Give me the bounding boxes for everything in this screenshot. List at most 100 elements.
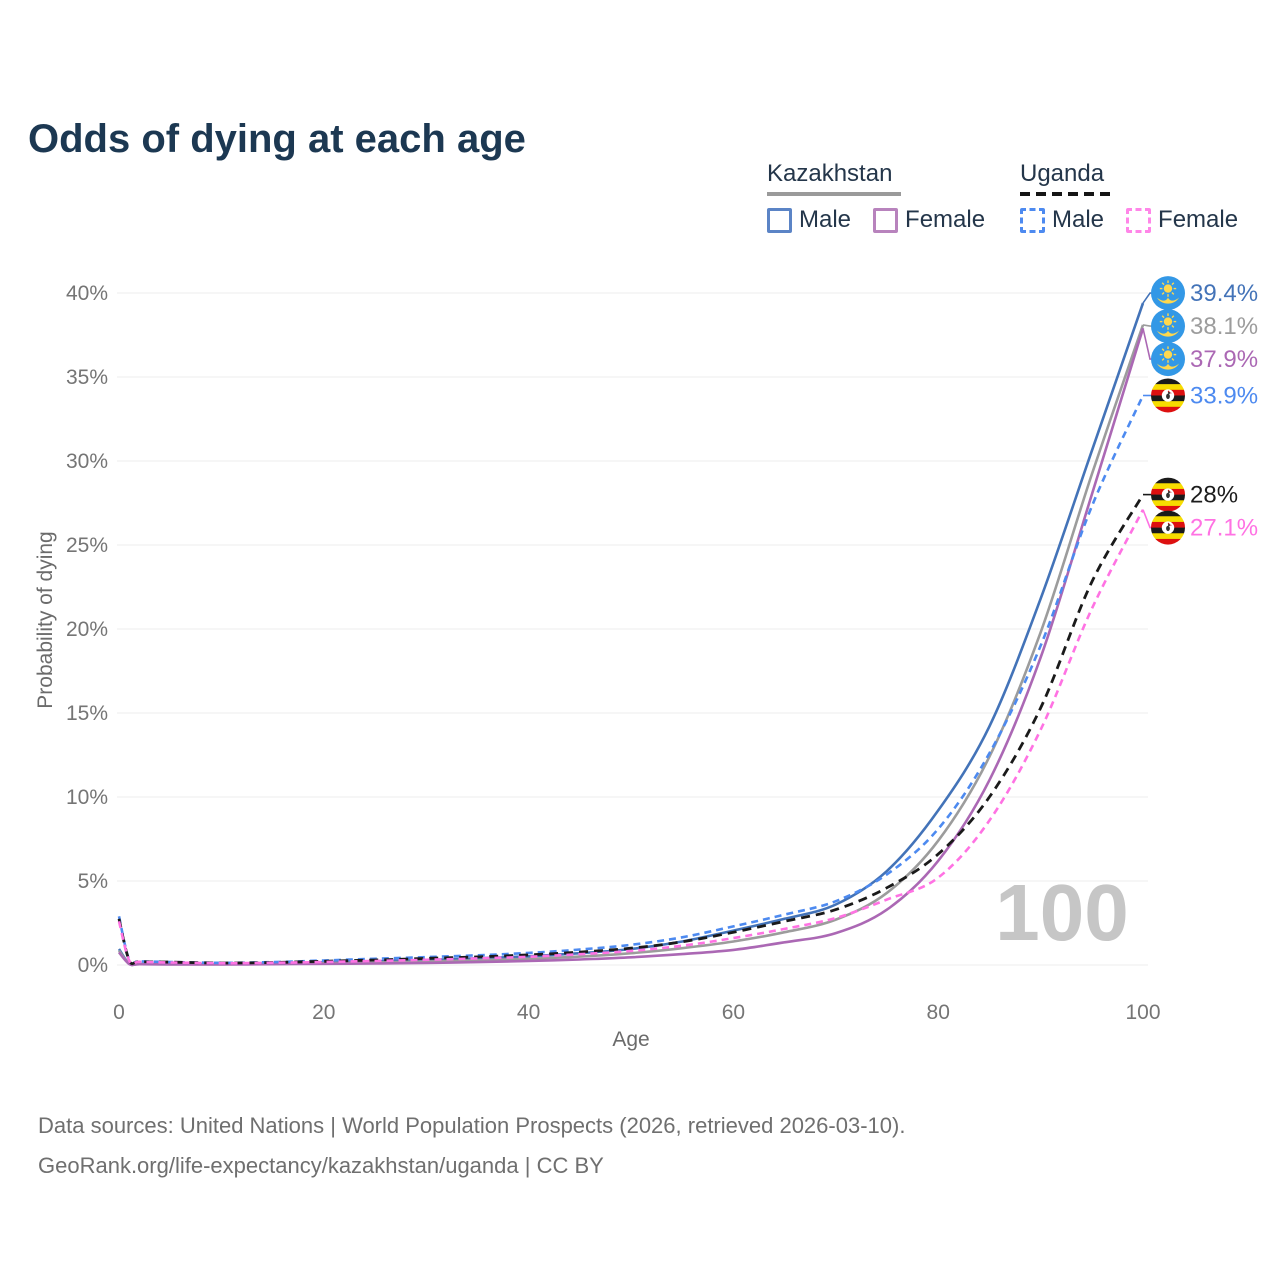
legend-group-uganda: Uganda Male Female <box>1020 160 1238 234</box>
sun-ray <box>1171 325 1175 328</box>
curve-uganda-female[interactable] <box>117 509 1145 966</box>
curve-kazakhstan-total[interactable] <box>117 324 1145 967</box>
sun-icon <box>1163 284 1173 293</box>
x-tick-label: 80 <box>927 1001 950 1024</box>
flag-stripe <box>1151 505 1185 512</box>
end-label-kazakhstan-total: 38.1% <box>1142 309 1258 344</box>
flag-icon-kazakhstan <box>1151 276 1185 311</box>
y-tick-label: 0% <box>78 954 108 977</box>
end-label-value: 37.9% <box>1190 346 1258 373</box>
sun-ray <box>1171 315 1175 319</box>
end-label-value: 28% <box>1190 482 1238 509</box>
flag-stripe <box>1151 384 1185 391</box>
end-label-value: 39.4% <box>1190 280 1258 307</box>
x-tick-label: 60 <box>722 1001 745 1024</box>
crane-icon <box>1166 393 1170 399</box>
uganda-flag-stripes <box>1151 477 1185 512</box>
kazakhstan-flag-circle <box>1151 276 1185 311</box>
flag-icon-uganda <box>1151 378 1185 413</box>
curve-uganda-total[interactable] <box>117 493 1145 966</box>
sun-ray <box>1161 358 1165 361</box>
legend-item-kazakhstan-female[interactable]: Female <box>873 206 985 234</box>
sun-ray <box>1161 348 1165 352</box>
y-tick-label: 30% <box>66 450 108 473</box>
legend-country-kazakhstan: Kazakhstan <box>767 160 893 187</box>
flag-stripe <box>1151 516 1185 523</box>
curve-kazakhstan-female[interactable] <box>117 327 1145 967</box>
end-label-value: 38.1% <box>1190 313 1258 340</box>
y-tick-label: 5% <box>78 870 108 893</box>
legend-item-kazakhstan-male[interactable]: Male <box>767 206 851 234</box>
uganda-female-swatch-icon <box>1126 207 1152 233</box>
flag-stripe <box>1151 477 1185 484</box>
x-tick-label: 20 <box>312 1001 335 1024</box>
y-tick-label: 25% <box>66 534 108 557</box>
crane-beak <box>1169 392 1172 394</box>
flag-icon-kazakhstan <box>1151 309 1185 344</box>
data-sources-line2: GeoRank.org/life-expectancy/kazakhstan/u… <box>38 1153 604 1178</box>
y-tick-label: 40% <box>66 282 108 305</box>
flag-stripe <box>1151 401 1185 408</box>
sun-ray <box>1161 315 1165 319</box>
crane-beak <box>1169 491 1172 493</box>
sun-icon <box>1163 317 1173 326</box>
crane-beak <box>1169 524 1172 526</box>
y-tick-label: 20% <box>66 618 108 641</box>
legend-item-uganda-female[interactable]: Female <box>1126 206 1238 234</box>
crane-head <box>1167 523 1171 527</box>
flag-icon-uganda <box>1151 477 1185 512</box>
flag-stripe <box>1151 406 1185 413</box>
crane-icon <box>1166 525 1170 532</box>
legend-label-uganda-female: Female <box>1158 206 1239 233</box>
sun-ray <box>1171 282 1175 286</box>
curve-kazakhstan-male[interactable] <box>117 302 1145 967</box>
flag-stripe <box>1151 378 1185 385</box>
chart-title: Odds of dying at each age <box>28 116 526 161</box>
uganda-male-swatch-icon <box>1020 207 1045 233</box>
legend-item-uganda-male[interactable]: Male <box>1020 206 1104 234</box>
sun-ray <box>1161 325 1165 328</box>
crane-icon <box>1166 492 1170 499</box>
curve-uganda-male[interactable] <box>117 394 1145 965</box>
end-label-value: 27.1% <box>1190 515 1258 542</box>
flag-icon-uganda <box>1151 510 1185 545</box>
sun-ray <box>1171 348 1175 352</box>
data-sources-line1: Data sources: United Nations | World Pop… <box>38 1113 906 1138</box>
y-axis-title: Probability of dying <box>34 531 57 709</box>
x-tick-label: 40 <box>517 1001 540 1024</box>
y-tick-label: 15% <box>66 702 108 725</box>
kazakhstan-flag-circle <box>1151 309 1185 344</box>
flag-stripe <box>1151 533 1185 540</box>
eagle-icon <box>1157 297 1179 304</box>
eagle-icon <box>1157 330 1179 337</box>
legend-country-uganda: Uganda <box>1020 160 1105 187</box>
x-tick-label: 100 <box>1125 1001 1160 1024</box>
x-tick-label: 0 <box>113 1001 125 1024</box>
end-label-uganda-female: 27.1% <box>1142 509 1258 545</box>
end-labels: 39.4% 38.1% 37.9% 33.9% 28% 27.1% <box>1142 276 1258 545</box>
kazakhstan-male-swatch-icon <box>767 207 792 233</box>
uganda-flag-stripes <box>1151 510 1185 545</box>
end-label-kazakhstan-female: 37.9% <box>1142 328 1258 377</box>
flag-icon-kazakhstan <box>1151 342 1185 377</box>
kazakhstan-flag-circle <box>1151 342 1185 377</box>
kazakhstan-female-swatch-icon <box>873 207 899 233</box>
crane-head <box>1167 391 1171 394</box>
sun-ray <box>1171 358 1175 361</box>
crane-head <box>1167 490 1171 494</box>
flag-stripe <box>1151 538 1185 545</box>
curves <box>117 302 1145 967</box>
crane-crest <box>1167 522 1170 525</box>
flag-stripe <box>1151 483 1185 490</box>
eagle-icon <box>1157 363 1179 370</box>
end-label-kazakhstan-male: 39.4% <box>1142 276 1258 311</box>
age-watermark: 100 <box>995 868 1129 957</box>
legend: Kazakhstan Male Female Uganda Male Femal… <box>0 160 1280 240</box>
legend-label-kazakhstan-male: Male <box>799 206 852 233</box>
sun-ray <box>1161 292 1165 295</box>
gridlines: 0% 5% 10% 15% 20% 25% 30% 35% 40% 0 20 40 60 80 100 <box>66 282 1161 1024</box>
y-tick-label: 10% <box>66 786 108 809</box>
crane-crest <box>1167 489 1170 492</box>
sun-ray <box>1161 282 1165 286</box>
